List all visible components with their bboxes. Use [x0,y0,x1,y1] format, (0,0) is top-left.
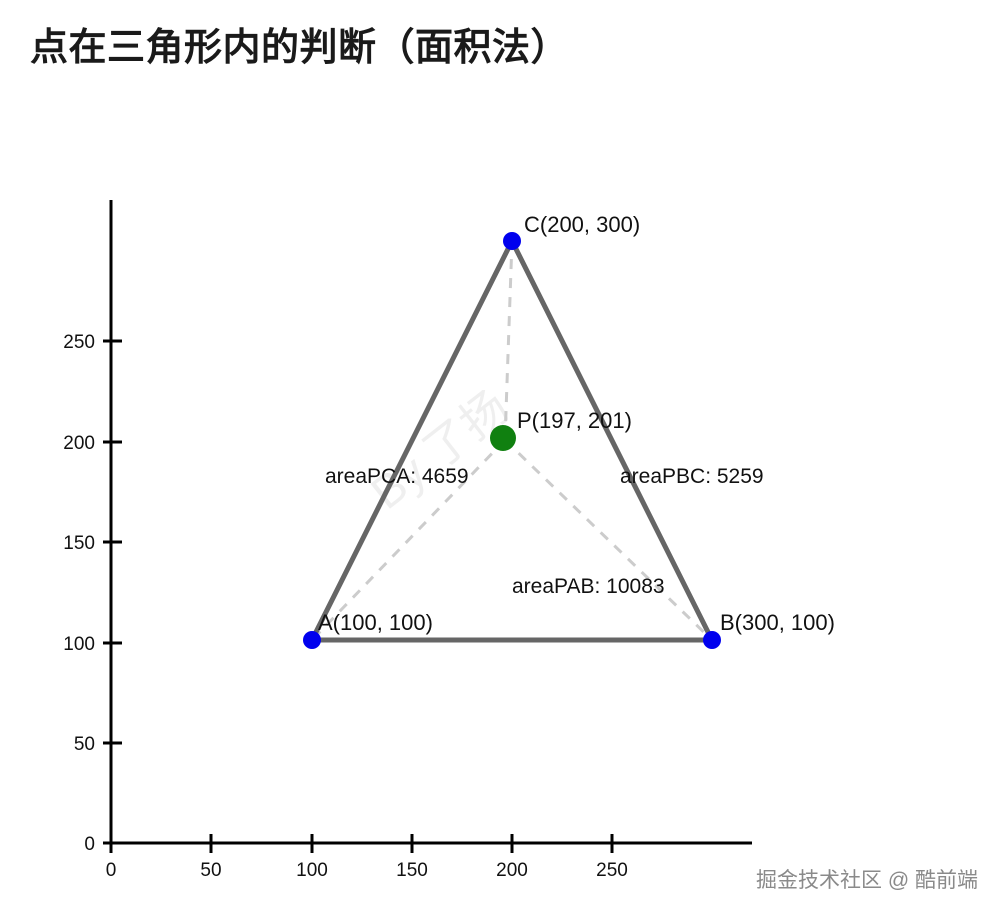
y-tick-label: 50 [74,734,95,755]
area-pca-label: areaPCA: 4659 [325,465,469,488]
x-tick-label: 200 [496,860,528,881]
y-axis-ticks: 0 50 100 150 200 250 [63,332,122,855]
x-tick-label: 150 [396,860,428,881]
point-b[interactable] [703,631,721,649]
x-tick-label: 0 [106,860,117,881]
area-pbc-label: areaPBC: 5259 [620,465,764,488]
y-tick-label: 100 [63,634,95,655]
point-a-label: A(100, 100) [318,610,433,635]
edge-p-to-a [310,438,507,642]
point-c[interactable] [503,232,521,250]
point-p-label: P(197, 201) [517,408,632,433]
y-tick-label: 150 [63,533,95,554]
page-title: 点在三角形内的判断（面积法） [30,27,570,69]
sub-triangle-edges [310,240,714,642]
vertex-points[interactable] [303,232,721,649]
point-p[interactable] [490,425,516,451]
axes [109,200,752,845]
y-tick-label: 200 [63,433,95,454]
area-pab-label: areaPAB: 10083 [512,575,665,598]
x-tick-label: 250 [596,860,628,881]
triangle-abc [307,235,717,643]
y-tick-label: 250 [63,332,95,353]
corner-watermark: 掘金技术社区 @ 酷前端 [756,869,978,892]
edge-p-to-b [503,438,714,642]
x-tick-label: 50 [200,860,221,881]
y-tick-label: 0 [84,834,95,855]
point-b-label: B(300, 100) [720,610,835,635]
area-annotations: areaPCA: 4659 areaPBC: 5259 areaPAB: 100… [325,465,764,598]
point-a[interactable] [303,631,321,649]
point-c-label: C(200, 300) [524,212,640,237]
x-tick-label: 100 [296,860,328,881]
edge-p-to-c [503,240,514,441]
vertex-labels: A(100, 100) B(300, 100) C(200, 300) P(19… [318,212,835,635]
x-axis-ticks: 0 50 100 150 200 250 [106,834,628,881]
